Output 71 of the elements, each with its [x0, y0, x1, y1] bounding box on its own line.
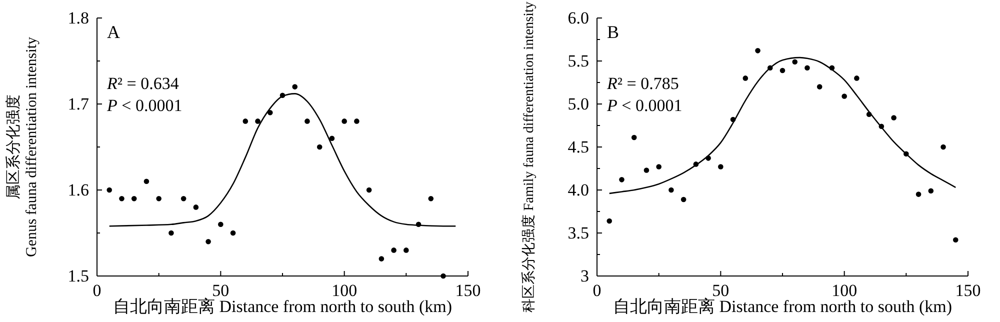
y-tick-label: 4.5 — [568, 137, 589, 156]
y-tick-label: 3 — [580, 266, 589, 286]
point — [404, 248, 409, 253]
y-axis-title: 属区系分化强度 Genus fauna differentiation intensity — [5, 36, 40, 258]
point — [206, 238, 211, 244]
point — [755, 48, 760, 54]
point — [119, 196, 124, 202]
chart-title: B — [607, 22, 620, 42]
point — [619, 177, 624, 182]
annotation: R² = 0.634 — [106, 74, 180, 93]
point — [644, 168, 650, 173]
chart-title: A — [107, 22, 120, 42]
x-tick-label: 150 — [955, 281, 981, 300]
point — [329, 136, 335, 142]
point — [854, 76, 860, 81]
point — [816, 84, 822, 90]
point — [193, 204, 199, 210]
point — [680, 196, 686, 202]
point — [792, 59, 798, 64]
point — [292, 84, 298, 90]
annotation: P < 0.0001 — [106, 96, 182, 115]
point — [391, 248, 396, 253]
point — [378, 256, 384, 262]
point — [718, 164, 724, 170]
point — [668, 187, 674, 193]
annotation: P < 0.0001 — [606, 96, 682, 115]
point — [440, 273, 446, 279]
point — [742, 76, 748, 81]
point — [106, 187, 112, 193]
point — [168, 230, 174, 236]
point — [218, 222, 224, 228]
line-series — [608, 56, 956, 194]
point — [354, 118, 360, 124]
y-tick-label: 5.0 — [568, 94, 589, 114]
y-tick-label: 6.0 — [568, 8, 589, 28]
point — [255, 118, 260, 124]
point — [144, 178, 150, 184]
point — [180, 196, 186, 202]
y-axis-title: 科区系分化强度 Family fauna differentiation intensity — [521, 2, 537, 312]
y-tick-label: 1.5 — [68, 266, 89, 286]
x-tick-label: 0 — [592, 281, 602, 300]
point — [952, 237, 958, 243]
point — [606, 218, 612, 224]
point — [928, 188, 934, 194]
y-tick-label: 1.6 — [68, 180, 89, 200]
x-tick-label: 150 — [455, 281, 481, 300]
point — [304, 118, 310, 124]
x-tick-label: 0 — [92, 281, 102, 300]
point — [891, 115, 896, 120]
point — [631, 134, 637, 140]
point — [230, 230, 236, 236]
line-series — [108, 93, 456, 227]
point — [242, 118, 248, 124]
y-tick-label: 1.7 — [68, 94, 90, 114]
point — [366, 187, 372, 193]
y-tick-label: 5.5 — [568, 51, 589, 70]
point — [842, 94, 847, 99]
point — [342, 118, 347, 124]
point — [804, 65, 810, 71]
annotation: R² = 0.785 — [606, 74, 679, 93]
point — [316, 144, 322, 150]
point — [131, 196, 137, 202]
y-tick-label: 1.8 — [68, 8, 89, 28]
point — [940, 144, 946, 150]
point — [780, 68, 786, 74]
point — [156, 196, 162, 202]
point — [656, 164, 662, 170]
y-tick-label: 3.5 — [568, 223, 589, 242]
point — [916, 192, 922, 197]
y-tick-label: 4.0 — [568, 180, 589, 200]
point — [428, 196, 434, 202]
